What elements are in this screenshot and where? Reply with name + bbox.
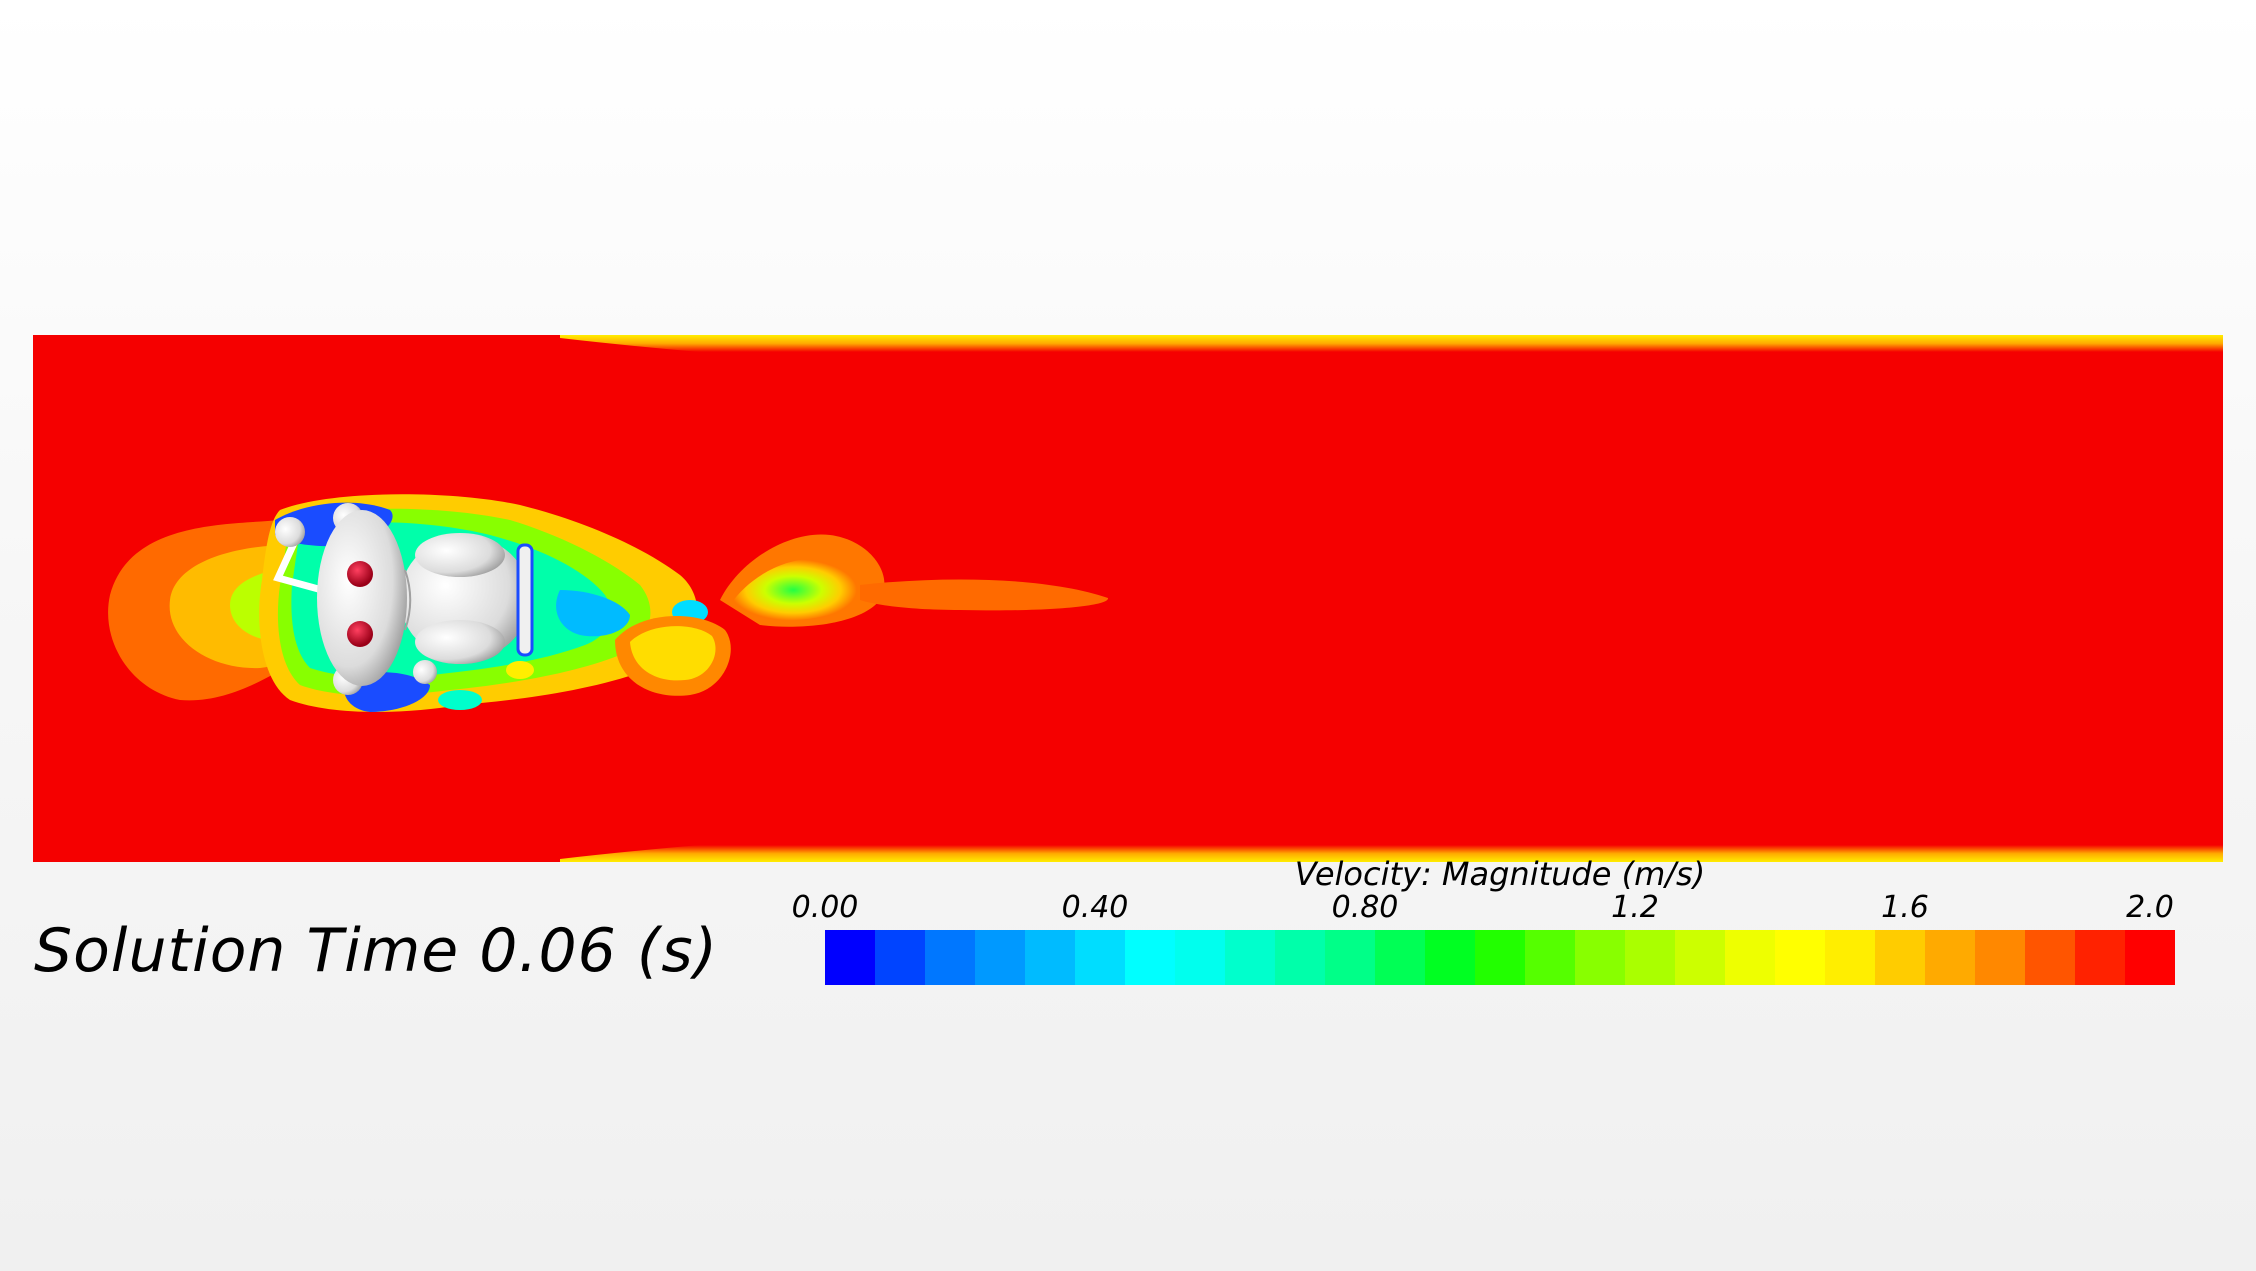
colorbar-swatch — [1625, 930, 1675, 985]
solution-time-label: Solution Time 0.06 (s) — [34, 916, 718, 986]
colorbar-tick-label: 1.2 — [1611, 890, 1659, 925]
colorbar-tick-label: 0.40 — [1061, 890, 1129, 925]
colorbar-swatch — [1375, 930, 1425, 985]
colorbar-swatch — [1925, 930, 1975, 985]
colorbar-swatch — [1025, 930, 1075, 985]
wake-vortex-right — [556, 590, 630, 637]
colorbar-swatch — [1275, 930, 1325, 985]
colorbar-swatch — [1075, 930, 1125, 985]
colorbar-swatch — [2025, 930, 2075, 985]
colorbar-swatch — [1175, 930, 1225, 985]
top-wall-boundary-layer — [560, 335, 2223, 352]
colorbar-swatch — [825, 930, 875, 985]
wake-eddy-2 — [438, 690, 482, 710]
colorbar-title: Velocity: Magnitude (m/s) — [1294, 855, 1706, 893]
colorbar-tick-label: 1.6 — [1881, 890, 1929, 925]
wake-lobe-upper-core — [730, 559, 857, 621]
colorbar-swatch — [1725, 930, 1775, 985]
colorbar-tick-label: 0.00 — [791, 890, 859, 925]
colorbar-swatch — [1325, 930, 1375, 985]
colorbar-tick-label: 0.80 — [1331, 890, 1399, 925]
robot-foot-bottom — [413, 660, 437, 684]
colorbar-swatch — [1875, 930, 1925, 985]
wake-tail-streak — [860, 579, 1109, 611]
colorbar-swatch — [1775, 930, 1825, 985]
robot-tail-fin — [516, 543, 534, 657]
colorbar-swatch — [1825, 930, 1875, 985]
wake-eddy-3 — [506, 661, 534, 679]
colorbar-swatch — [1525, 930, 1575, 985]
colorbar-swatch — [925, 930, 975, 985]
colorbar-swatch — [1675, 930, 1725, 985]
colorbar-swatch — [1125, 930, 1175, 985]
colorbar-swatch — [2075, 930, 2125, 985]
colorbar-swatch — [2125, 930, 2175, 985]
robot-eye-bottom — [347, 621, 373, 647]
colorbar-swatch — [1425, 930, 1475, 985]
colorbar-swatch — [875, 930, 925, 985]
robot-arm-bottom — [415, 620, 505, 664]
colorbar-swatch — [975, 930, 1025, 985]
colorbar-swatch — [1225, 930, 1275, 985]
robot-mouth — [404, 569, 412, 631]
colorbar-swatch — [1475, 930, 1525, 985]
robot-antenna-ball — [275, 517, 305, 547]
colorbar-swatch — [1575, 930, 1625, 985]
colorbar-tick-label: 2.0 — [2126, 890, 2174, 925]
robot-body-group — [273, 503, 534, 695]
colorbar — [825, 930, 2175, 985]
robot-eye-top — [347, 561, 373, 587]
robot-arm-top — [415, 533, 505, 577]
wake-lobe-lower-core — [630, 626, 716, 681]
robot-head — [317, 510, 407, 686]
colorbar-swatch — [1975, 930, 2025, 985]
bottom-wall-boundary-layer — [560, 845, 2223, 862]
